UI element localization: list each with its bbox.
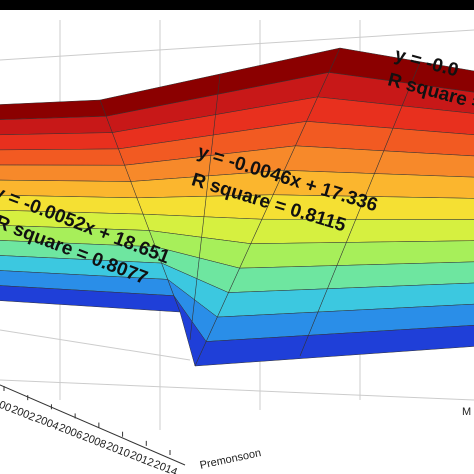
surface-band [0,285,474,367]
top-band [0,0,474,10]
surface [0,47,474,367]
surface-edge [299,61,421,357]
x-axis [0,384,186,466]
category-label: M [462,406,471,418]
surface-edge [194,47,341,367]
surface-edge [99,99,181,313]
surface-edge [189,74,221,341]
